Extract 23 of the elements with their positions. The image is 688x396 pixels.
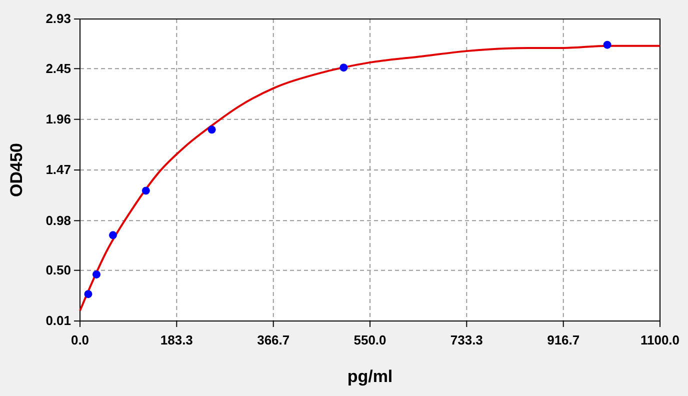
x-tick-label: 916.7 [547, 332, 580, 348]
point [142, 186, 150, 195]
x-tick-label: 366.7 [257, 332, 290, 348]
y-axis-title: OD450 [7, 143, 26, 197]
x-tick-label: 733.3 [450, 332, 483, 348]
y-tick-label: 2.45 [46, 60, 71, 76]
y-tick-label: 0.50 [46, 262, 71, 278]
point [340, 64, 348, 72]
x-tick-label: 183.3 [160, 332, 193, 348]
y-tick-label: 1.47 [46, 162, 71, 178]
x-axis-title: pg/ml [347, 367, 393, 386]
point [208, 126, 216, 134]
y-tick-label: 2.93 [46, 11, 71, 26]
point [84, 290, 92, 298]
x-tick-label: 550.0 [354, 332, 386, 348]
y-tick-label: 1.96 [46, 111, 71, 126]
x-tick-label: 1100.0 [640, 332, 680, 348]
point [603, 40, 612, 49]
point [92, 270, 100, 278]
x-tick-label: 0.0 [70, 332, 90, 348]
y-tick-label: 0.98 [46, 212, 71, 228]
point [108, 231, 117, 240]
y-tick-label: 0.01 [46, 313, 71, 328]
